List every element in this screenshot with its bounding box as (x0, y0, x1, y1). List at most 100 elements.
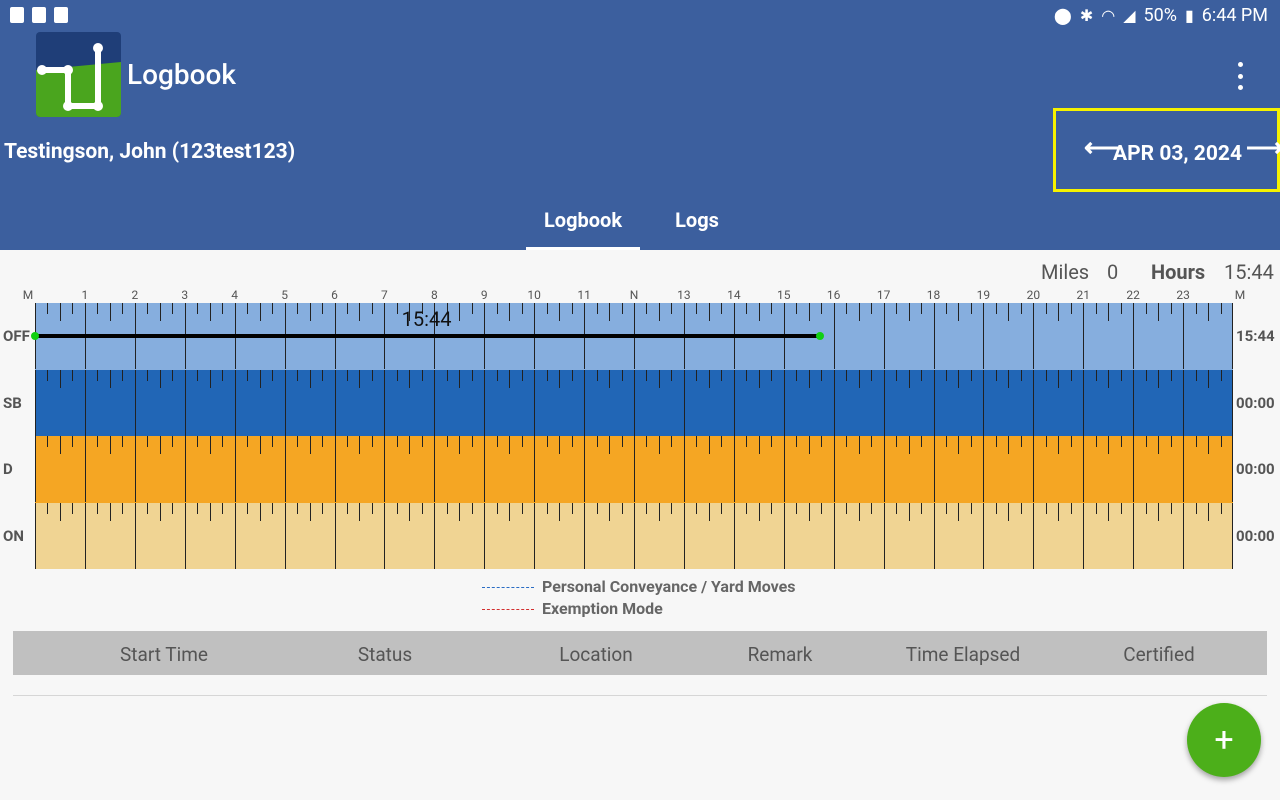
hour-gridline (384, 502, 386, 569)
hour-gridline (234, 502, 236, 569)
hours-value: 15:44 (1224, 260, 1274, 284)
hour-label: 15 (777, 288, 791, 302)
quarter-tick (808, 502, 810, 521)
quarter-tick (496, 303, 498, 314)
hour-gridline (1232, 303, 1233, 369)
lane-total: 15:44 (1236, 327, 1275, 345)
quarter-tick (1170, 303, 1172, 314)
quarter-tick (896, 502, 898, 514)
col-status[interactable]: Status (357, 643, 413, 666)
quarter-tick (921, 369, 923, 381)
quarter-tick (571, 436, 573, 447)
quarter-tick (159, 369, 161, 388)
quarter-tick (1008, 369, 1010, 388)
arrow-left-icon[interactable]: ⟵ (1084, 133, 1122, 163)
add-log-button[interactable]: + (1187, 703, 1261, 777)
quarter-tick (1158, 502, 1160, 521)
help-notification-icon (10, 7, 24, 23)
quarter-tick (147, 436, 149, 447)
quarter-tick (546, 502, 548, 514)
quarter-tick (1158, 369, 1160, 388)
quarter-tick (1145, 502, 1147, 514)
quarter-tick (658, 436, 660, 454)
duty-segment-line (35, 334, 821, 338)
quarter-tick (995, 502, 997, 514)
hour-gridline (84, 436, 86, 502)
quarter-tick (546, 436, 548, 447)
hour-gridline (284, 502, 286, 569)
hour-gridline (434, 436, 436, 502)
quarter-tick (896, 369, 898, 381)
quarter-tick (409, 436, 411, 454)
quarter-tick (621, 502, 623, 514)
hour-gridline (184, 369, 186, 436)
quarter-tick (908, 369, 910, 388)
hour-gridline (983, 502, 985, 569)
quarter-tick (846, 303, 848, 314)
legend-label: Personal Conveyance / Yard Moves (542, 577, 796, 596)
more-options-icon[interactable] (1228, 62, 1252, 90)
hour-gridline (534, 436, 536, 502)
hour-label: N (629, 288, 639, 302)
col-start-time[interactable]: Start Time (120, 643, 208, 666)
tab-logbook[interactable]: Logbook (543, 208, 623, 232)
hour-gridline (783, 369, 785, 436)
hour-gridline (883, 502, 885, 569)
quarter-tick (871, 303, 873, 314)
quarter-tick (521, 436, 523, 447)
lane-total: 00:00 (1236, 526, 1275, 545)
quarter-tick (708, 502, 710, 521)
quarter-tick (970, 502, 972, 514)
hour-gridline (1083, 369, 1085, 436)
quarter-tick (396, 303, 398, 314)
quarter-tick (47, 303, 49, 314)
segment-endpoint[interactable] (31, 332, 39, 340)
hour-gridline (1083, 303, 1085, 369)
quarter-tick (59, 502, 61, 521)
quarter-tick (197, 436, 199, 447)
quarter-tick (172, 502, 174, 514)
hour-label: 13 (677, 288, 691, 302)
quarter-tick (59, 436, 61, 454)
quarter-tick (995, 436, 997, 447)
quarter-tick (696, 369, 698, 381)
col-remark[interactable]: Remark (747, 643, 813, 666)
quarter-tick (272, 436, 274, 447)
lane-label: D (3, 460, 13, 478)
quarter-tick (322, 369, 324, 381)
hour-gridline (1133, 436, 1135, 502)
col-location[interactable]: Location (559, 643, 633, 666)
quarter-tick (222, 303, 224, 314)
hour-label: 18 (926, 288, 941, 302)
quarter-tick (721, 303, 723, 314)
quarter-tick (609, 436, 611, 454)
quarter-tick (396, 502, 398, 514)
image-notification-icon (32, 7, 46, 23)
arrow-right-icon[interactable]: ⟶ (1246, 133, 1280, 163)
quarter-tick (758, 303, 760, 321)
app-logo (36, 32, 121, 117)
hour-gridline (35, 502, 36, 569)
log-date[interactable]: APR 03, 2024 (1113, 142, 1242, 166)
quarter-tick (958, 436, 960, 454)
quarter-tick (658, 369, 660, 388)
quarter-tick (970, 436, 972, 447)
col-certified[interactable]: Certified (1123, 643, 1195, 666)
quarter-tick (259, 502, 261, 521)
hour-label: 22 (1126, 288, 1140, 302)
quarter-tick (97, 369, 99, 381)
quarter-tick (746, 436, 748, 447)
quarter-tick (646, 369, 648, 381)
quarter-tick (1120, 502, 1122, 514)
hour-label: 11 (577, 288, 591, 302)
signal-icon: ◢ (1123, 6, 1136, 25)
hour-gridline (983, 369, 985, 436)
hour-label: 19 (976, 288, 991, 302)
hour-gridline (534, 369, 536, 436)
quarter-tick (509, 502, 511, 521)
col-time-elapsed[interactable]: Time Elapsed (905, 643, 1021, 666)
segment-endpoint[interactable] (816, 332, 825, 340)
hour-gridline (733, 502, 735, 569)
tab-logs[interactable]: Logs (675, 208, 719, 232)
quarter-tick (871, 436, 873, 447)
